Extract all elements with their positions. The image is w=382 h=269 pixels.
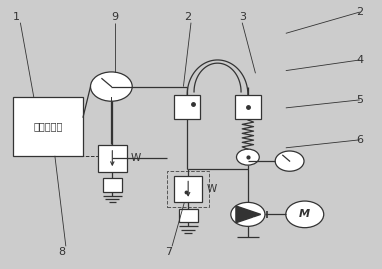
Bar: [179, 209, 197, 222]
Text: 2: 2: [184, 12, 191, 22]
Bar: [174, 95, 201, 119]
Text: 1: 1: [13, 12, 20, 22]
Circle shape: [286, 201, 324, 228]
Text: 3: 3: [239, 12, 246, 22]
Text: 5: 5: [356, 95, 364, 105]
Polygon shape: [236, 206, 261, 223]
Text: 2: 2: [356, 7, 364, 17]
Circle shape: [231, 202, 265, 226]
Bar: [167, 171, 209, 207]
Text: 7: 7: [165, 247, 172, 257]
Text: 4: 4: [356, 55, 364, 65]
Bar: [13, 97, 83, 156]
Text: W: W: [207, 184, 217, 194]
Bar: [235, 95, 261, 119]
Text: 6: 6: [356, 135, 364, 145]
Circle shape: [91, 72, 132, 101]
Circle shape: [275, 151, 304, 171]
Text: W: W: [131, 153, 141, 164]
Text: 9: 9: [112, 12, 119, 22]
Circle shape: [236, 149, 259, 165]
Bar: [103, 178, 122, 192]
Text: 伺服增压器: 伺服增压器: [33, 122, 63, 132]
Bar: [174, 176, 202, 202]
Bar: [98, 145, 126, 172]
Text: M: M: [299, 209, 310, 219]
Text: 8: 8: [58, 247, 66, 257]
